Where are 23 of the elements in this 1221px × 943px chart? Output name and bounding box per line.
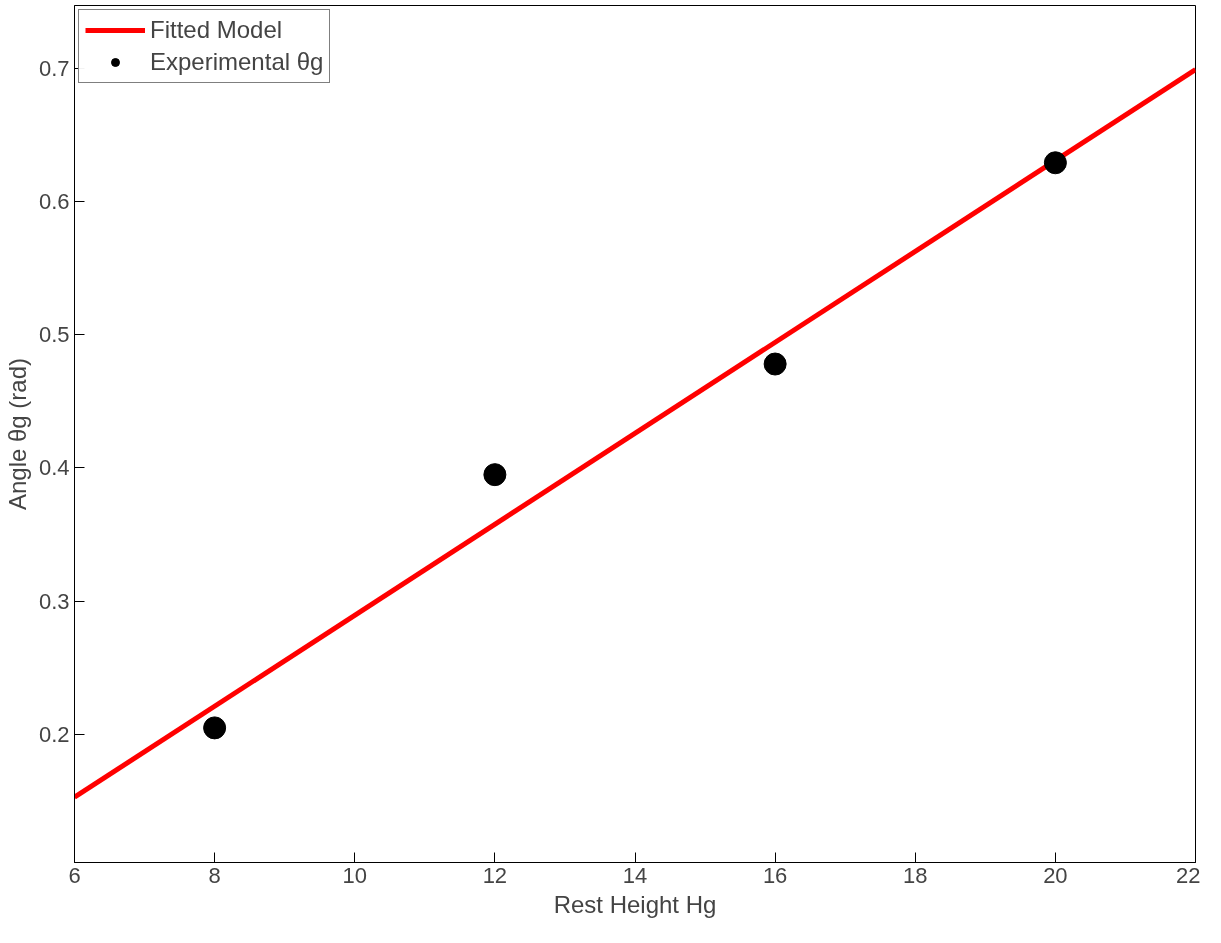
y-tick-label: 0.3: [38, 588, 70, 614]
x-tick-label: 12: [482, 862, 508, 888]
x-tick-label: 16: [762, 862, 788, 888]
y-axis-title: Angle θg (rad): [3, 357, 31, 511]
point: [763, 352, 787, 376]
x-tick-label: 8: [208, 862, 221, 888]
legend-label: Fitted Model: [150, 16, 283, 44]
y-tick-label: 0.2: [38, 722, 70, 748]
x-tick-label: 22: [1176, 862, 1201, 888]
x-axis-title: Rest Height Hg: [553, 890, 717, 918]
point: [203, 716, 227, 740]
y-tick-label: 0.7: [38, 55, 70, 81]
point: [483, 463, 507, 487]
y-tick-label: 0.6: [38, 188, 70, 214]
x-tick-label: 18: [903, 862, 928, 888]
legend-label: Experimental θg: [150, 48, 324, 76]
point: [1043, 151, 1067, 175]
x-tick-label: 6: [68, 862, 81, 888]
y-tick-label: 0.4: [38, 455, 70, 481]
x-tick-label: 10: [342, 862, 367, 888]
y-tick-label: 0.5: [38, 322, 70, 348]
x-tick-label: 20: [1043, 862, 1068, 888]
x-tick-label: 14: [622, 862, 648, 888]
